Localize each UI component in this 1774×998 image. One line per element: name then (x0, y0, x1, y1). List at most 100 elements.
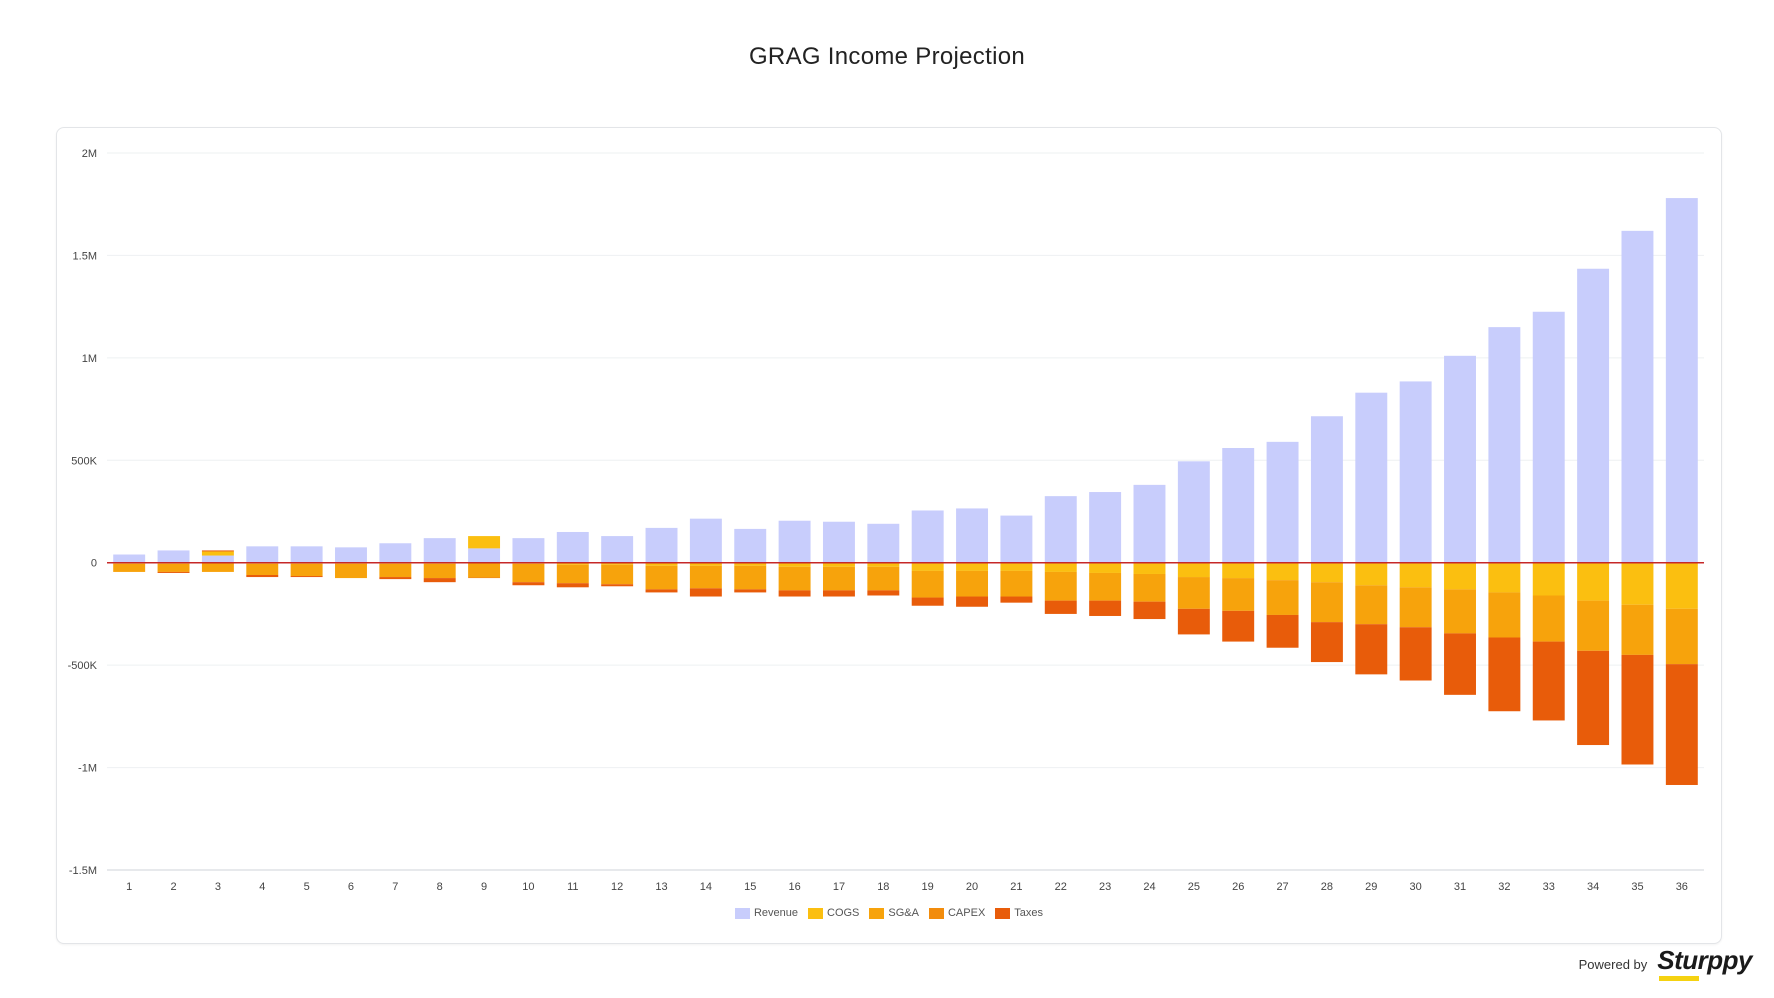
bar-sg-a-24 (1133, 573, 1166, 602)
bar-taxes-35 (1621, 654, 1654, 765)
bar-revenue-36 (1665, 198, 1698, 563)
bar-cogs-29 (1355, 562, 1388, 586)
bar-revenue-13 (645, 527, 678, 563)
bar-sg-a-15 (734, 565, 767, 590)
x-tick-label: 25 (1188, 881, 1200, 893)
bar-sg-a-36 (1665, 608, 1698, 665)
x-tick-label: 18 (877, 881, 889, 893)
bar-cogs-21 (1000, 562, 1033, 571)
x-tick-label: 1 (126, 881, 132, 893)
bar-revenue-9 (468, 548, 501, 563)
y-tick-label: 1M (82, 353, 97, 365)
x-tick-label: 9 (481, 881, 487, 893)
bar-revenue-26 (1222, 447, 1255, 563)
bar-cogs-15 (734, 562, 767, 566)
bar-cogs-31 (1444, 562, 1476, 590)
bar-revenue-35 (1621, 230, 1654, 563)
bar-sg-a-21 (1000, 570, 1033, 597)
x-tick-label: 7 (392, 881, 398, 893)
x-tick-label: 2 (170, 881, 176, 893)
bar-sg-a-6 (335, 563, 367, 579)
powered-by-label: Powered by (1578, 957, 1648, 972)
x-tick-label: 28 (1321, 881, 1333, 893)
bar-taxes-27 (1266, 614, 1299, 648)
bar-sg-a-34 (1577, 600, 1610, 651)
legend-item-taxes[interactable]: Taxes (995, 907, 1043, 919)
powered-by: Powered by Sturppy (1578, 945, 1752, 981)
bar-revenue-27 (1266, 441, 1299, 563)
bar-sg-a-27 (1266, 580, 1299, 615)
bar-sg-a-29 (1355, 585, 1388, 625)
bar-taxes-14 (689, 588, 722, 597)
x-tick-label: 11 (567, 881, 578, 893)
y-tick-label: -500K (68, 660, 98, 672)
legend-item-cogs[interactable]: COGS (808, 907, 859, 919)
bar-cogs-35 (1621, 562, 1654, 605)
bar-taxes-22 (1044, 600, 1077, 614)
bar-taxes-2 (157, 571, 190, 573)
bar-revenue-30 (1399, 381, 1432, 563)
y-tick-label: 0 (91, 558, 97, 570)
bar-cogs-25 (1177, 562, 1210, 578)
legend-item-sg-a[interactable]: SG&A (869, 907, 919, 919)
bar-sg-a-19 (911, 570, 944, 598)
x-tick-label: 26 (1232, 881, 1244, 893)
bar-revenue-14 (689, 518, 722, 563)
chart-card: 2M 1.5M 1M 500K 0 -500K -1M -1.5M 1 2 3 4 5 6 7 8 9 10 11 1… (56, 127, 1722, 944)
bar-sg-a-4 (246, 563, 279, 576)
bar-cogs-11 (556, 562, 589, 565)
bar-taxes-29 (1355, 624, 1388, 675)
legend-swatch (734, 907, 750, 919)
x-tick-label: 5 (304, 881, 310, 893)
legend-label: Taxes (1014, 907, 1044, 919)
bar-taxes-23 (1089, 600, 1122, 616)
y-tick-label: 500K (71, 455, 97, 467)
bar-cogs-26 (1222, 562, 1255, 579)
bar-sg-a-2 (157, 563, 190, 572)
legend-item-revenue[interactable]: Revenue (734, 907, 798, 919)
bar-taxes-15 (734, 589, 767, 593)
bar-sg-a-35 (1621, 604, 1654, 655)
y-tick-label: -1M (78, 763, 97, 775)
bar-revenue-33 (1532, 311, 1565, 563)
bar-sg-a-17 (822, 566, 855, 591)
legend-label: COGS (827, 907, 860, 919)
bar-taxes-8 (423, 578, 456, 583)
bar-taxes-32 (1488, 637, 1521, 712)
legend-label: Revenue (753, 907, 798, 919)
x-tick-label: 19 (922, 881, 934, 893)
bar-cogs-32 (1488, 562, 1521, 593)
bar-taxes-5 (290, 576, 323, 578)
bar-cogs-13 (645, 562, 678, 566)
bar-revenue-12 (601, 536, 634, 563)
bar-sg-a-28 (1310, 582, 1343, 623)
bar-cogs-36 (1665, 562, 1698, 609)
x-tick-label: 23 (1099, 881, 1111, 893)
bar-sg-a-9 (468, 562, 501, 578)
bar-revenue-15 (734, 528, 767, 563)
bar-taxes-21 (1000, 596, 1033, 603)
bar-revenue-24 (1133, 484, 1166, 563)
bar-cogs-12 (601, 562, 634, 565)
bar-taxes-28 (1310, 622, 1343, 663)
x-tick-label: 21 (1010, 881, 1022, 893)
bar-sg-a-26 (1222, 578, 1255, 611)
x-tick-label: 36 (1676, 881, 1688, 893)
bar-cogs-33 (1532, 562, 1565, 596)
bar-taxes-33 (1532, 641, 1565, 721)
bar-sg-a-14 (689, 565, 722, 589)
x-tick-label: 33 (1543, 881, 1555, 893)
bar-taxes-12 (601, 584, 634, 587)
bar-revenue-1 (113, 554, 146, 563)
bar-revenue-4 (246, 546, 279, 563)
bar-taxes-25 (1177, 608, 1210, 635)
legend-swatch (928, 907, 944, 919)
chart-legend: Revenue COGS SG&A CAPEX Taxes (57, 907, 1721, 919)
bar-sg-a-16 (778, 566, 811, 591)
bar-cogs-22 (1044, 562, 1077, 572)
bar-sg-a-10 (512, 563, 545, 583)
legend-item-capex[interactable]: CAPEX (928, 907, 985, 919)
bar-revenue-31 (1444, 355, 1476, 563)
sturppy-logo[interactable]: Sturppy (1657, 945, 1752, 981)
